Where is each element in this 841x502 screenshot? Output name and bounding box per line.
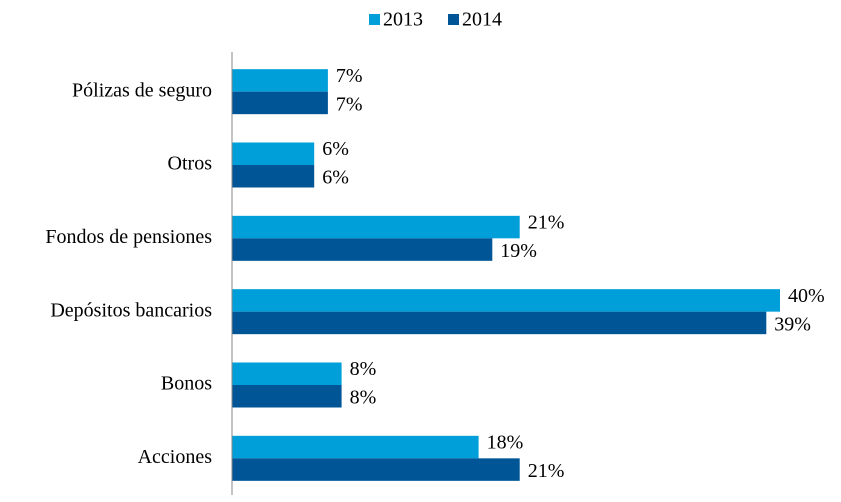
value-label: 7% bbox=[336, 65, 363, 87]
value-label: 21% bbox=[528, 211, 565, 233]
value-label: 6% bbox=[322, 138, 349, 160]
bar bbox=[232, 458, 520, 481]
category-label: Bonos bbox=[161, 373, 212, 395]
legend-swatch bbox=[448, 14, 459, 25]
bar bbox=[232, 238, 493, 261]
category-label: Acciones bbox=[138, 446, 213, 468]
bar bbox=[232, 289, 780, 312]
value-label: 40% bbox=[788, 285, 825, 307]
value-label: 39% bbox=[774, 313, 811, 335]
category-label: Fondos de pensiones bbox=[45, 226, 212, 248]
bar bbox=[232, 91, 328, 115]
value-label: 8% bbox=[350, 387, 377, 409]
legend-label: 2014 bbox=[462, 9, 502, 31]
bar bbox=[232, 165, 315, 188]
value-label: 6% bbox=[322, 167, 349, 189]
value-label: 19% bbox=[500, 240, 537, 262]
value-label: 18% bbox=[487, 431, 524, 453]
category-label: Pólizas de seguro bbox=[72, 79, 212, 101]
legend-label: 2013 bbox=[383, 9, 423, 31]
bar bbox=[232, 435, 479, 459]
legend-swatch bbox=[369, 14, 380, 25]
value-label: 8% bbox=[350, 358, 377, 380]
value-label: 7% bbox=[336, 93, 363, 115]
bar bbox=[232, 311, 767, 335]
category-label: Otros bbox=[168, 153, 213, 175]
bar bbox=[232, 362, 342, 385]
bar bbox=[232, 69, 328, 92]
bar bbox=[232, 215, 520, 239]
bar bbox=[232, 142, 315, 165]
category-label: Depósitos bancarios bbox=[50, 299, 212, 321]
bar bbox=[232, 385, 342, 408]
value-label: 21% bbox=[528, 460, 565, 482]
